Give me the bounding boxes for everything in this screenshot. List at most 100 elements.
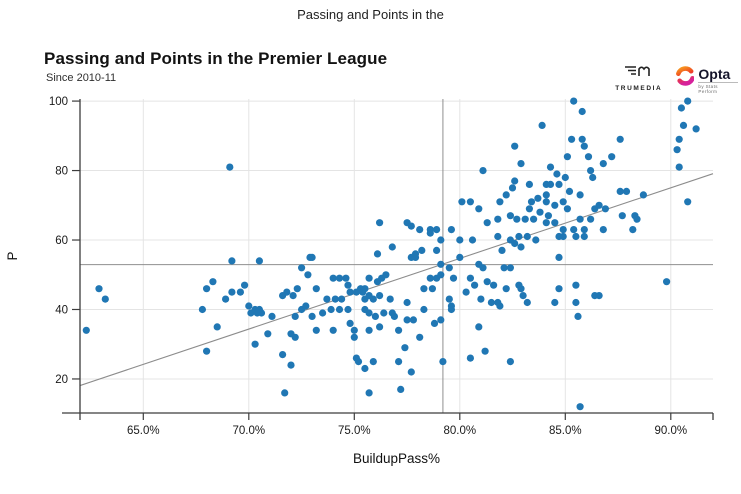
data-point[interactable]	[462, 288, 470, 296]
data-point[interactable]	[395, 326, 403, 334]
data-point[interactable]	[580, 232, 588, 241]
data-point[interactable]	[426, 274, 434, 282]
data-point[interactable]	[401, 344, 409, 352]
data-point[interactable]	[323, 295, 331, 303]
data-point[interactable]	[365, 274, 373, 282]
data-point[interactable]	[369, 358, 377, 366]
data-point[interactable]	[95, 285, 103, 293]
data-point[interactable]	[677, 104, 686, 112]
data-point[interactable]	[312, 326, 320, 334]
data-point[interactable]	[530, 215, 538, 223]
data-point[interactable]	[555, 285, 563, 293]
data-point[interactable]	[203, 347, 211, 355]
data-point[interactable]	[291, 312, 299, 320]
data-point[interactable]	[629, 226, 637, 234]
data-point[interactable]	[506, 358, 514, 366]
data-point[interactable]	[523, 298, 531, 307]
data-point[interactable]	[490, 281, 498, 289]
data-point[interactable]	[466, 354, 474, 362]
data-point[interactable]	[633, 215, 641, 223]
data-point[interactable]	[407, 222, 415, 230]
data-point[interactable]	[515, 232, 523, 241]
data-point[interactable]	[502, 285, 510, 293]
data-point[interactable]	[595, 292, 603, 300]
data-point[interactable]	[479, 264, 487, 272]
data-point[interactable]	[346, 288, 354, 296]
data-point[interactable]	[291, 333, 299, 341]
data-point[interactable]	[466, 274, 474, 282]
data-point[interactable]	[293, 285, 301, 293]
data-point[interactable]	[506, 264, 514, 272]
data-point[interactable]	[411, 250, 420, 258]
data-point[interactable]	[426, 229, 434, 237]
data-point[interactable]	[511, 177, 519, 185]
data-point[interactable]	[578, 135, 586, 143]
data-point[interactable]	[519, 292, 527, 300]
data-point[interactable]	[595, 201, 603, 209]
data-point[interactable]	[570, 226, 578, 234]
data-point[interactable]	[546, 163, 555, 171]
data-point[interactable]	[565, 187, 574, 195]
data-point[interactable]	[264, 330, 272, 338]
data-point[interactable]	[679, 121, 688, 129]
data-point[interactable]	[599, 160, 607, 168]
data-point[interactable]	[203, 285, 211, 293]
data-point[interactable]	[437, 271, 445, 279]
data-point[interactable]	[684, 97, 692, 105]
data-point[interactable]	[350, 333, 358, 341]
data-point[interactable]	[563, 153, 572, 161]
data-point[interactable]	[335, 274, 344, 282]
data-point[interactable]	[228, 288, 236, 296]
data-point[interactable]	[420, 305, 428, 314]
data-point[interactable]	[445, 295, 453, 303]
data-point[interactable]	[576, 215, 584, 223]
data-point[interactable]	[479, 167, 487, 175]
data-point[interactable]	[390, 312, 398, 320]
data-point[interactable]	[449, 274, 458, 282]
data-point[interactable]	[508, 184, 517, 192]
data-point[interactable]	[511, 239, 519, 248]
data-point[interactable]	[553, 170, 561, 178]
data-point[interactable]	[555, 253, 563, 261]
data-point[interactable]	[502, 191, 510, 199]
data-point[interactable]	[304, 271, 312, 279]
data-point[interactable]	[327, 305, 335, 314]
data-point[interactable]	[403, 316, 411, 324]
data-point[interactable]	[517, 243, 525, 251]
data-point[interactable]	[380, 309, 388, 317]
data-point[interactable]	[555, 180, 563, 188]
data-point[interactable]	[376, 219, 384, 227]
data-point[interactable]	[354, 358, 363, 366]
data-point[interactable]	[281, 389, 289, 397]
data-point[interactable]	[675, 135, 683, 143]
data-point[interactable]	[350, 326, 358, 334]
data-point[interactable]	[430, 319, 439, 327]
data-point[interactable]	[542, 191, 550, 199]
data-point[interactable]	[544, 212, 553, 220]
data-point[interactable]	[675, 163, 683, 171]
data-point[interactable]	[456, 253, 464, 261]
data-point[interactable]	[416, 333, 424, 341]
data-point[interactable]	[365, 326, 373, 334]
data-point[interactable]	[437, 236, 445, 244]
data-point[interactable]	[386, 295, 394, 303]
data-point[interactable]	[570, 97, 578, 105]
data-point[interactable]	[376, 292, 384, 300]
data-point[interactable]	[601, 205, 610, 213]
data-point[interactable]	[338, 295, 346, 303]
data-point[interactable]	[342, 274, 350, 282]
data-point[interactable]	[511, 142, 519, 150]
data-point[interactable]	[308, 312, 316, 320]
data-point[interactable]	[639, 191, 648, 199]
data-point[interactable]	[287, 361, 295, 369]
data-point[interactable]	[487, 298, 495, 307]
data-point[interactable]	[329, 326, 337, 334]
data-point[interactable]	[521, 215, 529, 223]
data-point[interactable]	[255, 257, 263, 265]
data-point[interactable]	[517, 160, 525, 168]
data-point[interactable]	[684, 198, 692, 206]
data-point[interactable]	[618, 212, 626, 220]
data-point[interactable]	[542, 219, 550, 227]
data-point[interactable]	[466, 198, 474, 206]
data-point[interactable]	[477, 295, 485, 303]
